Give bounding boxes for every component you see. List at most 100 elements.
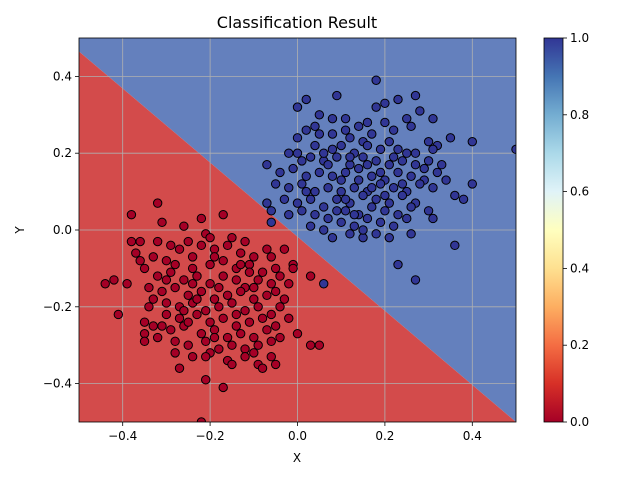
data-point-class-0 (253, 340, 263, 350)
data-point-class-0 (113, 309, 124, 320)
data-point-class-1 (458, 194, 469, 204)
data-point-class-1 (450, 190, 460, 201)
data-point-class-0 (253, 302, 263, 312)
data-point-class-0 (109, 275, 119, 285)
data-point-class-0 (270, 263, 281, 274)
data-point-class-1 (388, 125, 399, 135)
data-point-class-0 (174, 244, 185, 254)
data-point-class-0 (166, 325, 176, 335)
data-point-class-1 (323, 160, 333, 170)
data-point-class-1 (284, 148, 294, 158)
data-point-class-1 (345, 152, 355, 162)
data-point-class-1 (266, 217, 276, 228)
data-point-class-1 (410, 90, 421, 101)
data-point-class-1 (393, 259, 403, 270)
data-point-class-0 (231, 309, 242, 320)
x-tick-label: 0.4 (463, 429, 482, 443)
data-point-class-0 (183, 340, 193, 350)
data-point-class-0 (235, 259, 246, 270)
data-point-class-1 (367, 171, 377, 181)
data-point-class-0 (244, 259, 255, 270)
data-point-class-1 (340, 194, 351, 204)
data-point-class-1 (393, 167, 403, 178)
data-point-class-1 (349, 209, 360, 220)
data-point-class-0 (262, 290, 272, 300)
data-point-class-1 (428, 113, 438, 124)
data-point-class-1 (323, 213, 333, 224)
data-point-class-0 (262, 325, 272, 335)
data-point-class-1 (397, 179, 408, 189)
y-axis-label: Y (13, 226, 27, 235)
data-point-class-0 (205, 279, 215, 289)
data-point-class-1 (467, 136, 477, 147)
data-point-class-0 (205, 232, 215, 243)
data-point-class-1 (319, 279, 329, 289)
data-point-class-0 (266, 352, 276, 362)
data-point-class-0 (231, 275, 242, 285)
data-point-class-1 (362, 213, 373, 224)
data-point-class-0 (270, 321, 281, 331)
data-point-class-1 (432, 167, 443, 178)
colorbar-tick-label: 0.6 (570, 185, 589, 199)
data-point-class-1 (353, 121, 364, 132)
y-tick-label: 0.2 (53, 146, 72, 160)
data-point-class-0 (218, 271, 228, 281)
data-point-class-1 (310, 140, 320, 151)
data-point-class-1 (371, 102, 381, 112)
data-point-class-1 (362, 117, 373, 128)
data-point-class-0 (240, 305, 250, 316)
data-point-class-1 (349, 221, 360, 231)
data-point-class-1 (380, 98, 390, 108)
data-point-class-1 (419, 163, 429, 174)
data-point-class-0 (131, 248, 141, 258)
data-point-class-1 (279, 194, 290, 204)
y-tick-label: 0.4 (53, 69, 72, 83)
data-point-class-0 (266, 279, 276, 289)
data-point-class-0 (222, 240, 233, 251)
data-point-class-0 (231, 321, 242, 331)
data-point-class-0 (305, 271, 316, 281)
data-point-class-1 (384, 198, 394, 208)
data-point-class-1 (384, 136, 394, 147)
data-point-class-0 (166, 267, 176, 277)
data-point-class-1 (388, 221, 399, 231)
data-point-class-1 (358, 232, 368, 243)
data-point-class-1 (388, 183, 399, 193)
data-point-class-1 (345, 160, 355, 170)
colorbar-tick-label: 0.2 (570, 338, 589, 352)
data-point-class-0 (218, 256, 228, 266)
data-point-class-1 (393, 94, 403, 105)
data-point-class-0 (227, 232, 237, 243)
data-point-class-1 (380, 190, 390, 201)
data-point-class-1 (428, 213, 438, 224)
data-point-class-0 (196, 213, 207, 224)
data-point-class-0 (257, 313, 268, 324)
y-tick-label: −0.2 (43, 300, 72, 314)
data-point-class-0 (152, 236, 163, 247)
data-point-class-0 (196, 328, 207, 339)
data-point-class-0 (157, 217, 167, 228)
data-point-class-1 (319, 202, 329, 212)
data-point-class-1 (415, 106, 425, 116)
data-point-class-0 (187, 279, 198, 289)
data-point-class-1 (353, 163, 364, 174)
data-point-class-1 (371, 229, 381, 239)
data-point-class-0 (157, 286, 167, 297)
data-point-class-0 (192, 271, 202, 281)
data-point-class-1 (402, 113, 412, 124)
data-point-class-1 (340, 113, 351, 124)
x-tick-label: −0.4 (108, 429, 137, 443)
data-point-class-0 (196, 240, 207, 251)
data-point-class-0 (205, 259, 215, 270)
data-point-class-1 (437, 160, 447, 170)
data-point-class-0 (279, 244, 290, 254)
data-point-class-0 (148, 252, 158, 262)
chart-title: Classification Result (217, 13, 377, 32)
axes: −0.4 −0.2 0.0 0.2 0.4 −0.4 −0.2 0.0 0.2 0.4 (43, 37, 517, 443)
data-point-class-0 (179, 221, 189, 231)
data-point-class-1 (467, 179, 477, 189)
data-point-class-1 (310, 121, 320, 132)
data-point-class-0 (161, 298, 172, 308)
data-point-class-0 (183, 290, 193, 300)
data-point-class-0 (235, 286, 246, 297)
